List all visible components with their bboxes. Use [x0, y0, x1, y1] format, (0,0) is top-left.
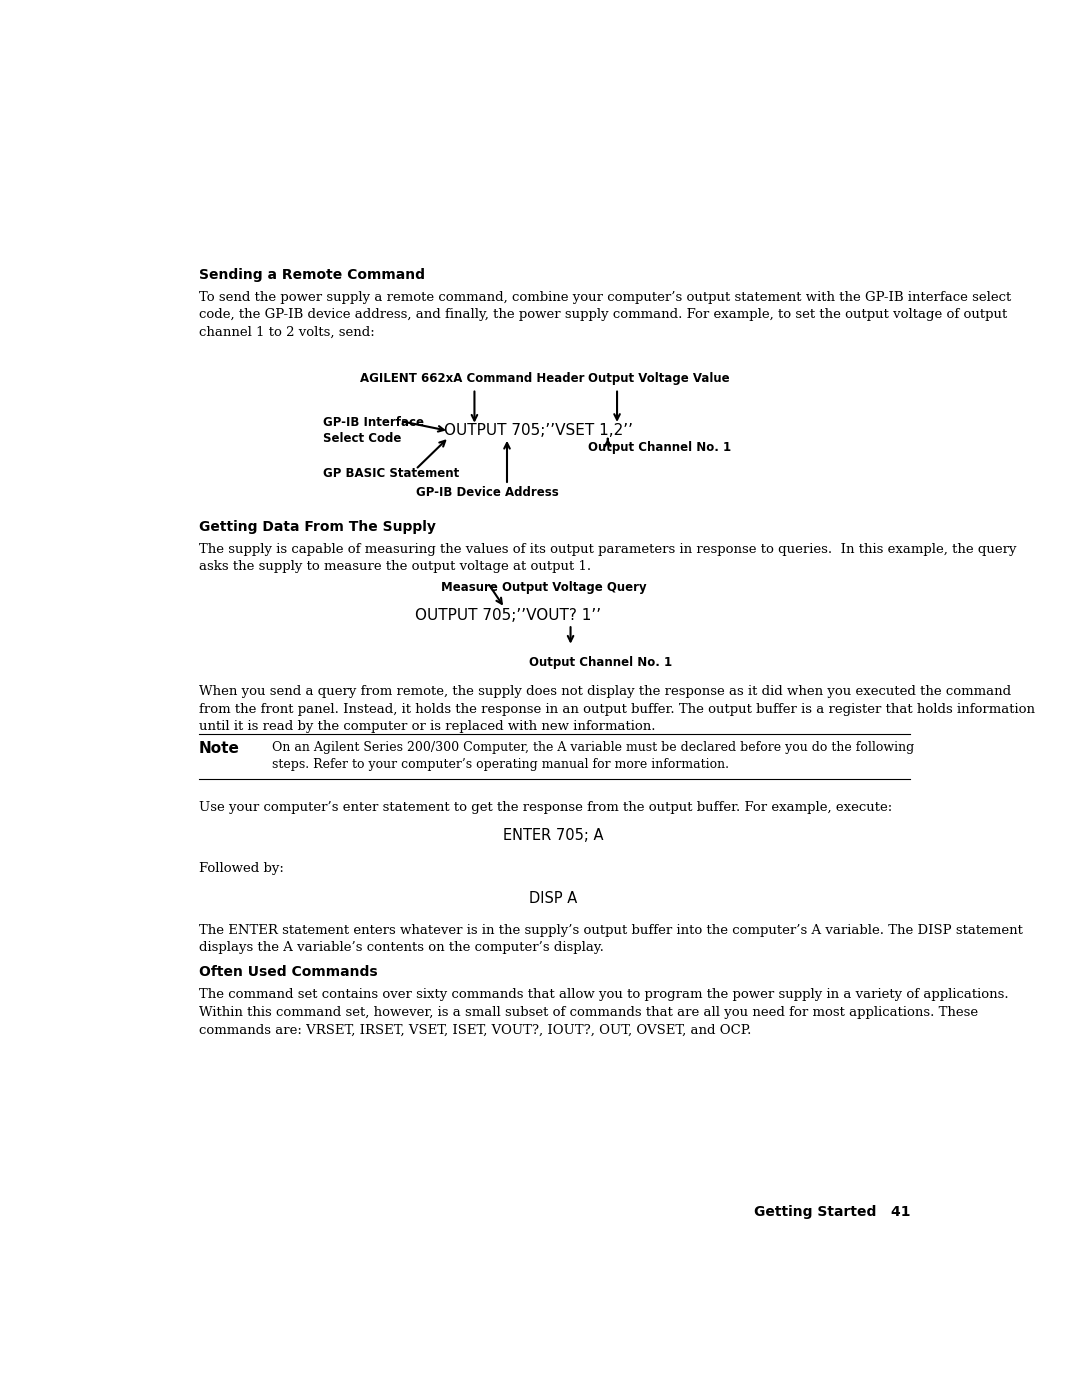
Text: GP-IB Device Address: GP-IB Device Address — [416, 486, 559, 499]
Text: OUTPUT 705;’’VOUT? 1’’: OUTPUT 705;’’VOUT? 1’’ — [416, 608, 602, 623]
Text: Getting Started   41: Getting Started 41 — [754, 1204, 910, 1218]
Text: Output Channel No. 1: Output Channel No. 1 — [589, 441, 731, 454]
Text: GP BASIC Statement: GP BASIC Statement — [323, 467, 459, 479]
Text: Followed by:: Followed by: — [199, 862, 283, 875]
Text: GP-IB Interface
Select Code: GP-IB Interface Select Code — [323, 415, 423, 444]
Text: OUTPUT 705;’’VSET 1,2’’: OUTPUT 705;’’VSET 1,2’’ — [444, 423, 633, 439]
Text: The ENTER statement enters whatever is in the supply’s output buffer into the co: The ENTER statement enters whatever is i… — [199, 923, 1023, 954]
Text: To send the power supply a remote command, combine your computer’s output statem: To send the power supply a remote comman… — [199, 291, 1011, 339]
Text: The supply is capable of measuring the values of its output parameters in respon: The supply is capable of measuring the v… — [199, 542, 1016, 573]
Text: Often Used Commands: Often Used Commands — [199, 965, 377, 979]
Text: ENTER 705; A: ENTER 705; A — [503, 827, 604, 842]
Text: The command set contains over sixty commands that allow you to program the power: The command set contains over sixty comm… — [199, 989, 1008, 1037]
Text: DISP A: DISP A — [529, 891, 578, 907]
Text: Output Channel No. 1: Output Channel No. 1 — [529, 655, 672, 669]
Text: Getting Data From The Supply: Getting Data From The Supply — [199, 520, 435, 534]
Text: Sending a Remote Command: Sending a Remote Command — [199, 268, 424, 282]
Text: AGILENT 662xA Command Header: AGILENT 662xA Command Header — [360, 372, 584, 384]
Text: Measure Output Voltage Query: Measure Output Voltage Query — [441, 581, 647, 594]
Text: On an Agilent Series 200/300 Computer, the A variable must be declared before yo: On an Agilent Series 200/300 Computer, t… — [272, 740, 915, 771]
Text: Use your computer’s enter statement to get the response from the output buffer. : Use your computer’s enter statement to g… — [199, 800, 892, 813]
Text: Note: Note — [199, 740, 240, 756]
Text: When you send a query from remote, the supply does not display the response as i: When you send a query from remote, the s… — [199, 685, 1035, 733]
Text: Output Voltage Value: Output Voltage Value — [589, 372, 730, 384]
